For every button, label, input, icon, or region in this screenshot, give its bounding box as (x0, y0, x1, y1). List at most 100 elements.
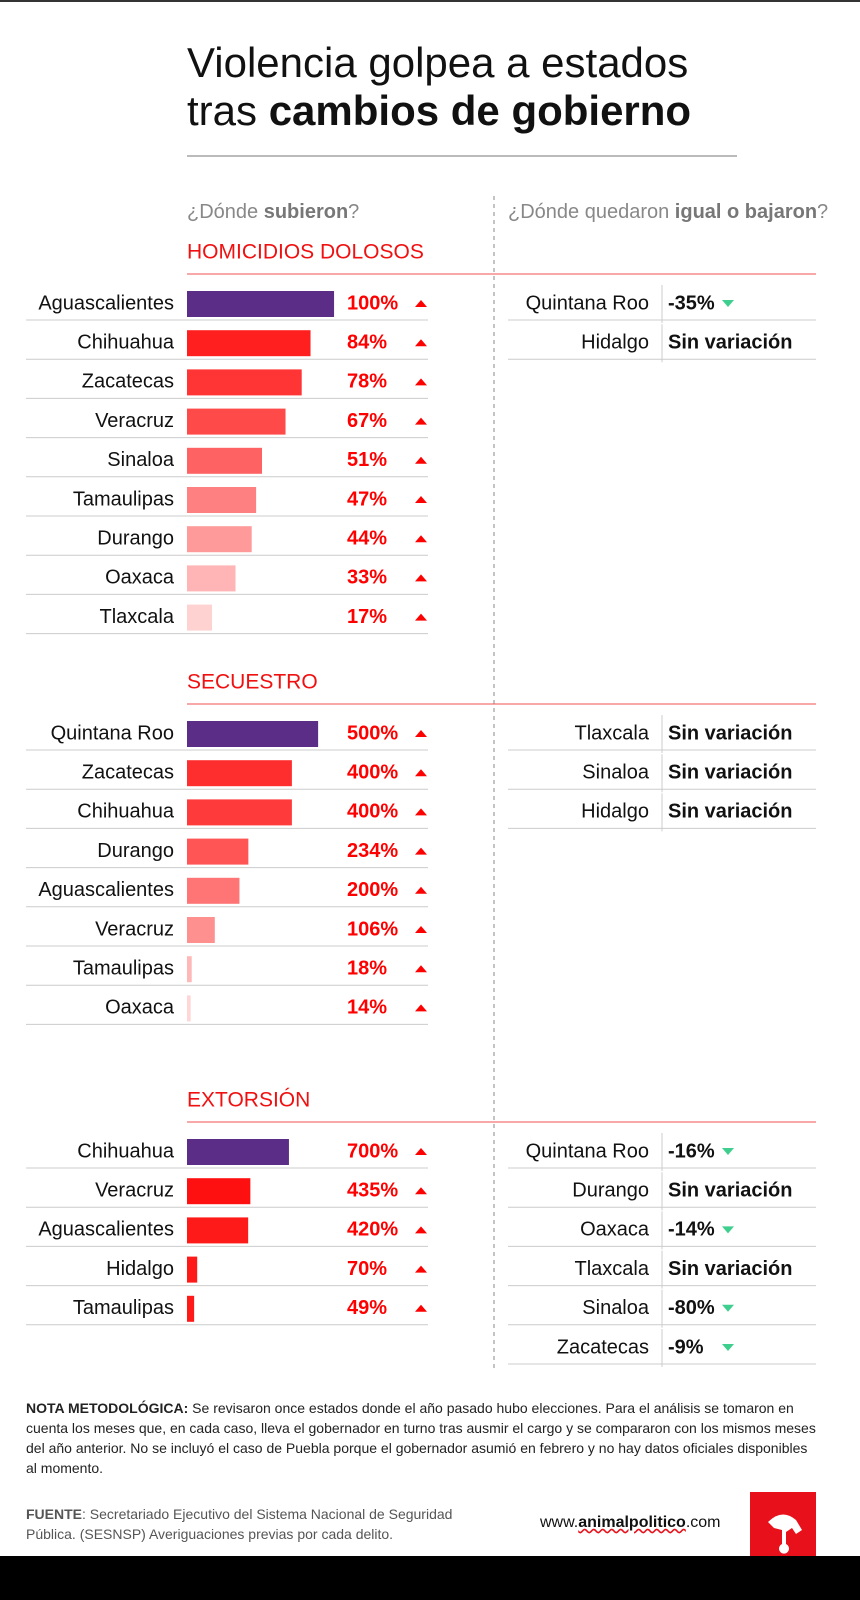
up-arrow (415, 574, 427, 582)
section-title: HOMICIDIOS DOLOSOS (187, 241, 424, 264)
value-label: 700% (347, 1140, 398, 1162)
up-arrow (415, 1148, 427, 1155)
state-label: Durango (572, 1179, 649, 1201)
category-label: Aguascalientes (38, 1219, 174, 1241)
bar (187, 526, 252, 553)
change-label: Sin variación (668, 331, 793, 353)
up-arrow (415, 808, 427, 816)
change-label: -9% (668, 1336, 704, 1358)
up-arrow (415, 378, 427, 386)
text: .com (685, 1514, 721, 1531)
category-label: Veracruz (95, 918, 174, 940)
category-label: Zacatecas (82, 761, 174, 783)
up-arrow (415, 847, 427, 855)
value-label: 17% (347, 606, 387, 628)
change-label: Sin variación (668, 761, 793, 783)
bar (187, 956, 192, 983)
value-label: 84% (347, 331, 387, 353)
up-arrow (415, 535, 427, 543)
up-arrow (415, 1304, 427, 1312)
category-label: Tlaxcala (100, 606, 175, 628)
value-label: 14% (347, 997, 387, 1019)
note: NOTA METODOLÓGICA: Se revisaron once est… (26, 1398, 816, 1478)
up-arrow (415, 613, 427, 621)
source-text: : Secretariado Ejecutivo del Sistema Nac… (26, 1506, 453, 1542)
change-label: Sin variación (668, 1258, 793, 1280)
state-label: Oaxaca (580, 1219, 650, 1241)
text: animalpolitico (578, 1514, 686, 1531)
title-line: Violencia golpea a estados (187, 39, 688, 86)
state-label: Sinaloa (582, 761, 650, 783)
value-label: 106% (347, 918, 398, 940)
down-arrow (722, 1304, 734, 1312)
website: www.animalpolitico.com (540, 1514, 720, 1532)
up-arrow (415, 965, 427, 973)
change-label: Sin variación (668, 1179, 793, 1201)
up-arrow (415, 730, 427, 737)
change-label: -80% (668, 1297, 715, 1319)
bar (187, 721, 319, 747)
state-label: Tlaxcala (575, 1258, 650, 1280)
category-label: Chihuahua (77, 331, 175, 353)
up-arrow (415, 339, 427, 347)
value-label: 200% (347, 879, 398, 901)
bar (187, 877, 240, 904)
category-label: Veracruz (95, 410, 174, 432)
state-label: Hidalgo (581, 801, 649, 823)
value-label: 78% (347, 371, 387, 393)
logo-icon (768, 1514, 802, 1554)
category-label: Durango (97, 527, 174, 549)
bar (187, 1256, 198, 1283)
up-arrow (415, 300, 427, 307)
source-label: FUENTE (26, 1506, 82, 1522)
state-label: Quintana Roo (526, 292, 649, 314)
bar (187, 291, 335, 317)
column-header: ¿Dónde quedaron igual o bajaron? (508, 201, 828, 223)
value-label: 400% (347, 801, 398, 823)
up-arrow (415, 926, 427, 933)
category-label: Veracruz (95, 1179, 174, 1201)
bar (187, 604, 212, 631)
column-header: ¿Dónde subieron? (187, 201, 359, 223)
title-line: tras cambios de gobierno (187, 87, 691, 134)
up-arrow (415, 456, 427, 464)
down-arrow (722, 300, 734, 307)
value-label: 234% (347, 840, 398, 862)
down-arrow (722, 1226, 734, 1234)
up-arrow (415, 769, 427, 777)
category-label: Aguascalientes (38, 292, 174, 314)
up-arrow (415, 886, 427, 894)
value-label: 100% (347, 292, 398, 314)
value-label: 51% (347, 449, 387, 471)
text: subieron (264, 201, 348, 223)
text: ¿Dónde quedaron (508, 201, 675, 223)
note-label: NOTA METODOLÓGICA: (26, 1400, 189, 1416)
category-label: Aguascalientes (38, 879, 174, 901)
bar (187, 565, 236, 592)
bar (187, 447, 262, 474)
category-label: Quintana Roo (51, 722, 174, 744)
bar (187, 408, 286, 435)
down-arrow (722, 1148, 734, 1155)
category-label: Oaxaca (105, 567, 175, 589)
bar (187, 917, 215, 943)
down-arrow (722, 1344, 734, 1351)
bar (187, 1178, 251, 1205)
bar (187, 330, 311, 357)
value-label: 33% (347, 567, 387, 589)
category-label: Sinaloa (107, 449, 175, 471)
up-arrow (415, 1265, 427, 1273)
note-text: Se revisaron once estados donde el año p… (26, 1400, 816, 1476)
up-arrow (415, 1004, 427, 1012)
footer-band (0, 1556, 860, 1600)
category-label: Tamaulipas (73, 1297, 174, 1319)
up-arrow (415, 496, 427, 503)
state-label: Hidalgo (581, 331, 649, 353)
text: ¿Dónde (187, 201, 264, 223)
state-label: Quintana Roo (526, 1140, 649, 1162)
title-bold: cambios de gobierno (269, 87, 691, 134)
value-label: 18% (347, 957, 387, 979)
category-label: Oaxaca (105, 997, 175, 1019)
value-label: 70% (347, 1258, 387, 1280)
